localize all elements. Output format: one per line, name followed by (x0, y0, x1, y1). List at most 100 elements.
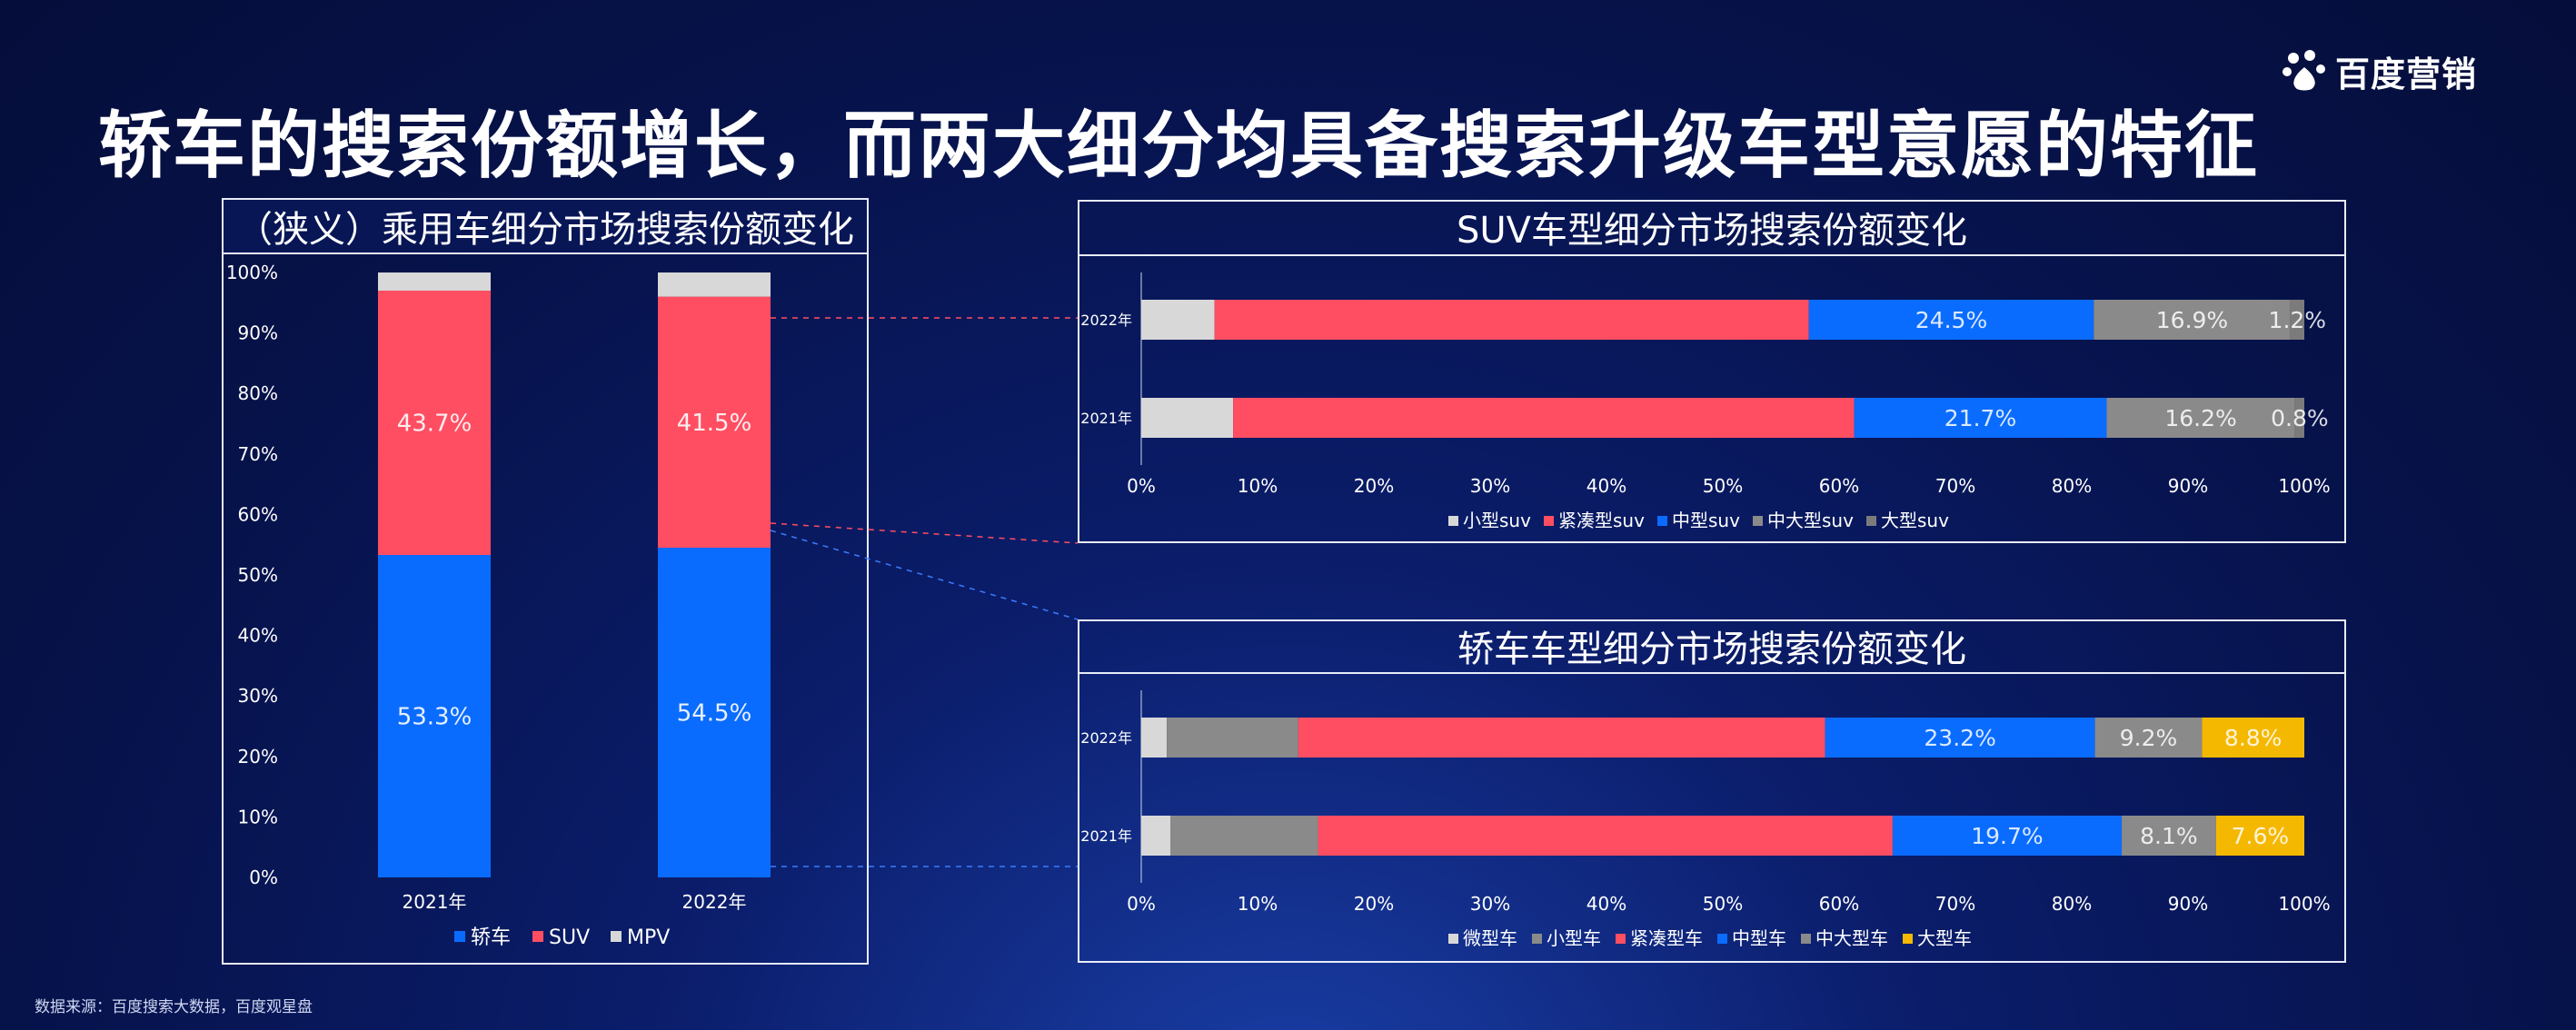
bar-segment (1170, 816, 1318, 856)
bar-segment (658, 548, 771, 877)
data-label: 19.7% (1971, 823, 2043, 849)
legend-label: 中型车 (1732, 927, 1786, 949)
bar-segment (378, 272, 491, 291)
data-label: 16.2% (2164, 405, 2236, 431)
data-label: 53.3% (397, 704, 472, 731)
bar-segment (1167, 718, 1298, 758)
bar-segment (378, 555, 491, 877)
page-title: 轿车的搜索份额增长，而两大细分均具备搜索升级车型意愿的特征 (98, 104, 2259, 188)
x-tick-label: 80% (2052, 893, 2092, 915)
data-label: 8.8% (2224, 725, 2283, 751)
bar-segment (1214, 300, 1809, 340)
x-tick-label: 50% (1703, 475, 1743, 497)
legend-label: 中型suv (1672, 510, 1740, 531)
x-tick-label: 30% (1470, 893, 1510, 915)
data-label: 21.7% (1944, 405, 2016, 431)
bar-segment (1318, 816, 1893, 856)
sedan-chart-title: 轿车车型细分市场搜索份额变化 (1078, 619, 2346, 674)
y-tick-label: 90% (238, 322, 278, 344)
x-tick-label: 50% (1703, 893, 1743, 915)
x-tick-label: 0% (1127, 893, 1156, 915)
x-tick-label: 20% (1354, 475, 1394, 497)
legend-label: 轿车 (471, 926, 511, 949)
legend-label: 紧凑型车 (1630, 927, 1703, 949)
data-label: 54.5% (677, 700, 752, 728)
x-tick-label: 60% (1819, 475, 1859, 497)
legend-label: 中大型suv (1767, 510, 1854, 531)
x-tick-label: 90% (2168, 475, 2208, 497)
bar-segment (2094, 718, 2203, 758)
bar-segment (1298, 718, 1825, 758)
x-tick-label: 60% (1819, 893, 1859, 915)
suv-stacked-bar-chart: 2022年 24.5% 16.9% 1.2% 2021年 21.7% 16.2% 0.8% 0%… (1080, 272, 2331, 531)
legend-swatch (611, 931, 622, 942)
x-tick-label: 2021年 (403, 891, 467, 913)
bar-segment (1854, 398, 2107, 438)
connector-line (770, 530, 1079, 620)
y-tick-label: 2021年 (1080, 827, 1132, 845)
data-label: 41.5% (677, 410, 752, 437)
x-tick-label: 2022年 (682, 891, 747, 913)
data-label: 1.2% (2269, 307, 2327, 333)
legend-swatch (1616, 934, 1626, 944)
bar-segment (1825, 718, 2095, 758)
bar-segment (1141, 398, 1234, 438)
x-tick-label: 100% (2278, 893, 2330, 915)
x-tick-label: 70% (1935, 475, 1975, 497)
legend-label: 中大型车 (1815, 927, 1888, 949)
y-tick-label: 100% (226, 262, 278, 283)
y-tick-label: 40% (238, 625, 278, 647)
bar-segment (2094, 300, 2291, 340)
legend-swatch (1544, 516, 1554, 526)
y-tick-label: 80% (238, 382, 278, 404)
legend-swatch (1448, 516, 1458, 526)
x-tick-label: 30% (1470, 475, 1510, 497)
x-tick-label: 0% (1127, 475, 1156, 497)
bar-segment (2122, 816, 2216, 856)
y-tick-label: 20% (238, 746, 278, 768)
x-tick-label: 20% (1354, 893, 1394, 915)
legend-label: 微型车 (1463, 927, 1517, 949)
legend-swatch (1903, 934, 1913, 944)
connector-lines (770, 317, 1079, 867)
legend-label: 大型车 (1917, 927, 1972, 949)
bar-segment (1233, 398, 1855, 438)
y-tick-label: 60% (238, 503, 278, 525)
bar-segment (2202, 718, 2304, 758)
legend-swatch (1753, 516, 1763, 526)
legend-label: 紧凑型suv (1558, 510, 1645, 531)
y-tick-label: 2021年 (1080, 410, 1132, 427)
y-tick-label: 30% (238, 685, 278, 707)
bar-segment (1892, 816, 2123, 856)
x-tick-label: 40% (1586, 893, 1626, 915)
legend-swatch (1801, 934, 1811, 944)
left-chart-title: （狭义）乘用车细分市场搜索份额变化 (222, 198, 869, 254)
baidu-marketing-logo: 百度营销 (2283, 45, 2477, 96)
bar-segment (2290, 300, 2304, 340)
x-tick-label: 100% (2278, 475, 2330, 497)
legend-label: MPV (627, 926, 670, 949)
bar-segment (378, 290, 491, 556)
bar-segment (658, 296, 771, 549)
y-tick-label: 0% (249, 867, 278, 888)
bar-segment (2215, 816, 2304, 856)
y-tick-label: 70% (238, 443, 278, 465)
x-tick-label: 70% (1935, 893, 1975, 915)
legend-swatch (1866, 516, 1876, 526)
data-label: 9.2% (2120, 725, 2178, 751)
bar-segment (1141, 718, 1168, 758)
y-tick-label: 2022年 (1080, 312, 1132, 329)
legend-label: 大型suv (1881, 510, 1949, 531)
y-tick-label: 50% (238, 564, 278, 586)
legend-swatch (1532, 934, 1542, 944)
data-source-note: 数据来源：百度搜索大数据，百度观星盘 (35, 998, 313, 1016)
x-tick-label: 90% (2168, 893, 2208, 915)
legend-swatch (1448, 934, 1458, 944)
data-label: 7.6% (2232, 823, 2290, 849)
y-tick-label: 10% (238, 806, 278, 827)
sedan-chart-panel (1078, 619, 2346, 963)
x-tick-label: 80% (2052, 475, 2092, 497)
x-tick-label: 40% (1586, 475, 1626, 497)
bar-segment (1141, 300, 1215, 340)
